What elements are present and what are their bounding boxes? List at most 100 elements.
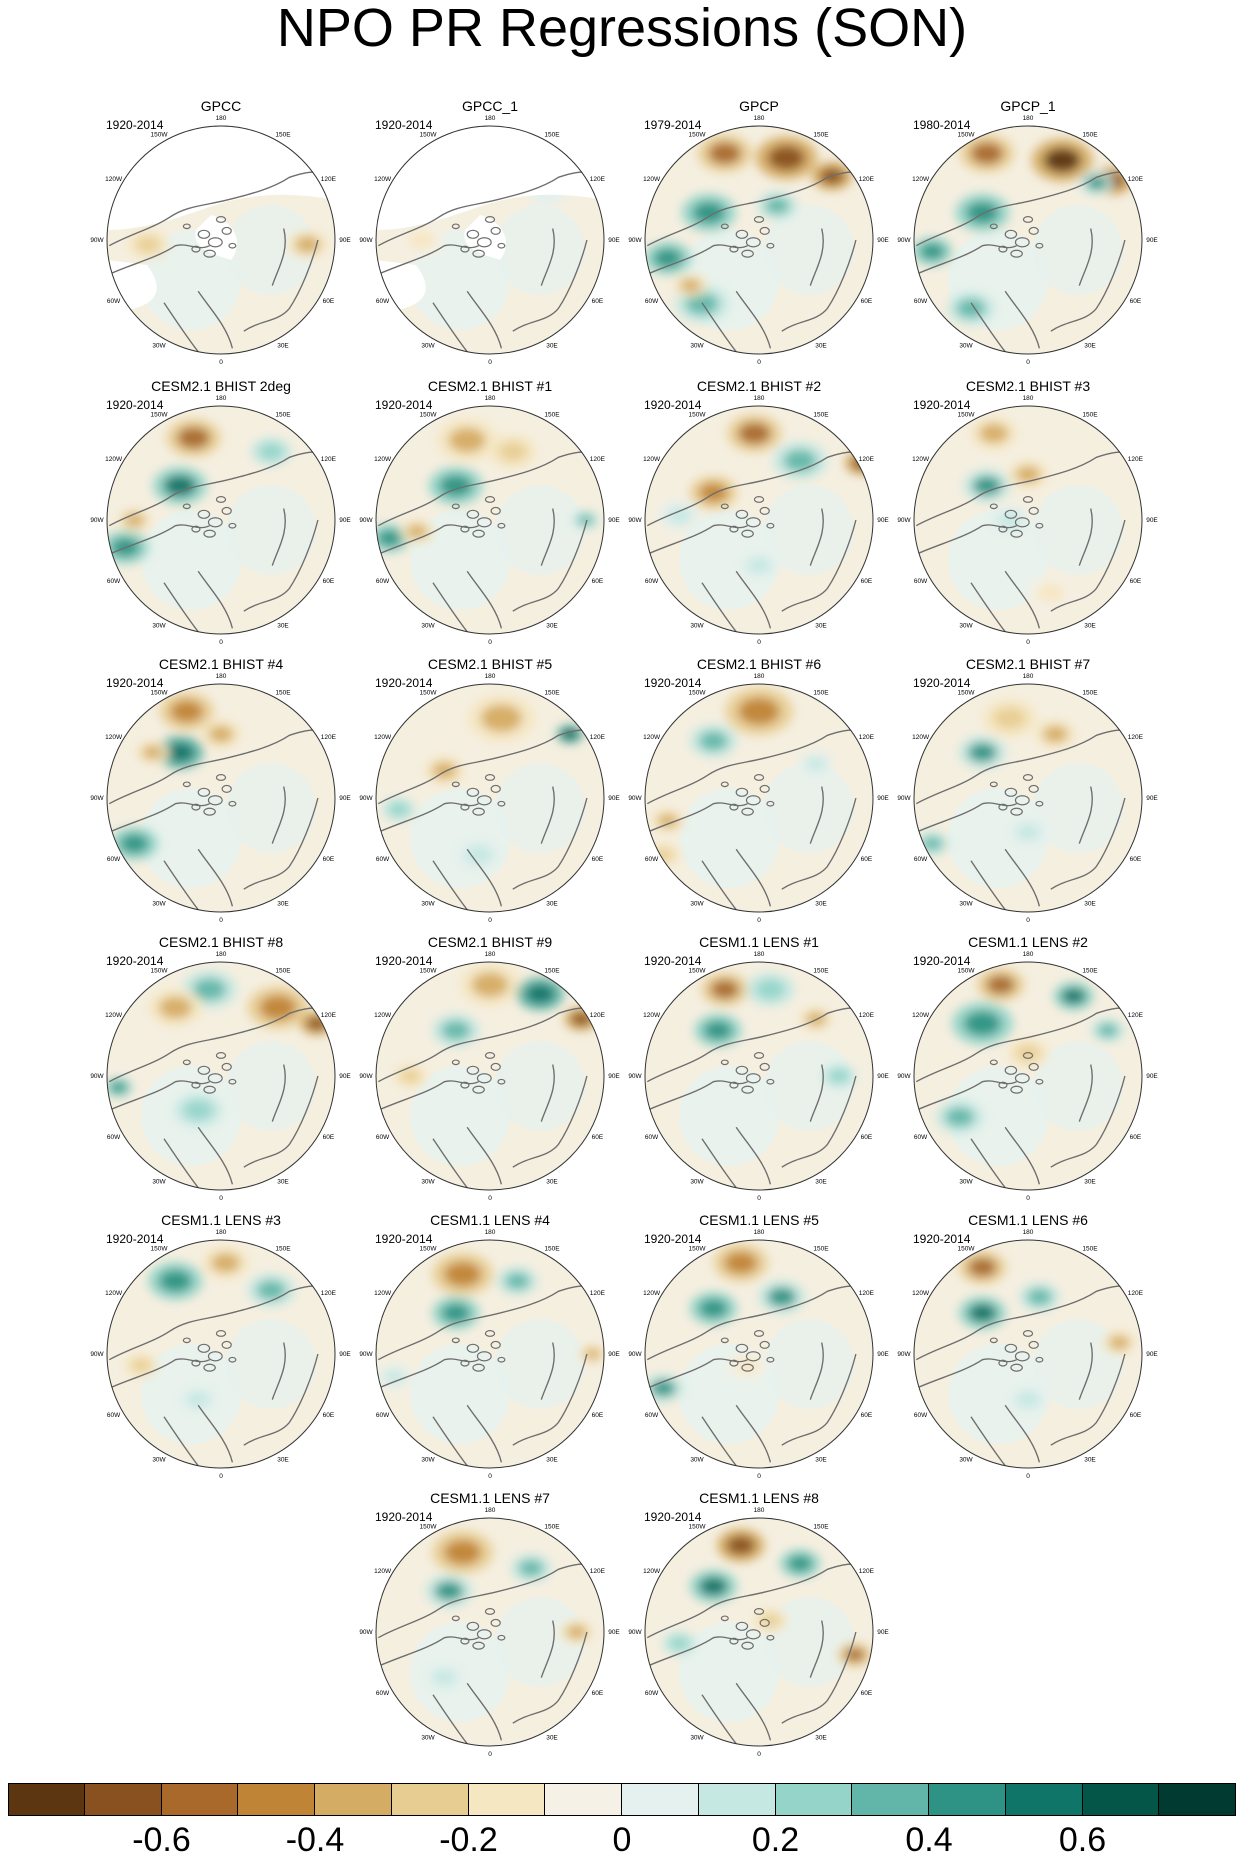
lon-label: 0 <box>219 1473 223 1480</box>
lon-label: 30W <box>152 623 166 630</box>
arctic-island <box>197 1065 211 1075</box>
lon-label: 30W <box>152 901 166 908</box>
coastline <box>781 1353 857 1446</box>
panel-period: 1920-2014 <box>106 398 164 412</box>
colorbar-bin <box>84 1783 162 1816</box>
arctic-island <box>998 245 1008 253</box>
anomaly-core <box>193 978 227 1001</box>
anomaly-core <box>444 1539 482 1565</box>
lon-label: 150E <box>1082 689 1098 696</box>
polar-map: 180 150E 120E 90E 60E 30E 0 30W 60W 90W 120W 150W <box>897 951 1158 1202</box>
arctic-island <box>221 1340 232 1349</box>
coastline <box>466 1404 503 1463</box>
arctic-island <box>745 237 761 248</box>
arctic-island <box>191 1081 201 1089</box>
map-panel: GPCP_1 1980-2014 180 150E 120E 90E 60E 30E 0 30W 6… <box>893 98 1163 376</box>
lon-label: 150E <box>813 967 829 974</box>
polar-map: 180 150E 120E 90E 60E 30E 0 30W 60W 90W 120W 150W <box>628 951 889 1202</box>
coastline <box>1078 1064 1093 1122</box>
lon-label: 150W <box>689 1523 707 1530</box>
lon-label: 150W <box>958 689 976 696</box>
coastline <box>540 786 555 844</box>
coastline <box>701 302 737 353</box>
arctic-island <box>741 529 754 538</box>
arctic-island <box>753 496 765 503</box>
panel-title: CESM1.1 LENS #6 <box>968 1212 1088 1228</box>
lon-label: 0 <box>219 917 223 924</box>
colorbar-bin <box>8 1783 85 1816</box>
colorbar-tick-label: -0.2 <box>439 1821 498 1859</box>
anomaly-core <box>158 1270 192 1292</box>
arctic-island <box>228 1078 237 1085</box>
lon-label: 30E <box>277 343 289 350</box>
coastline <box>108 729 330 805</box>
arctic-island <box>753 1330 765 1337</box>
lon-label: 180 <box>485 115 496 122</box>
panel-title: CESM1.1 LENS #5 <box>699 1212 819 1228</box>
arctic-island <box>466 509 480 519</box>
lon-label: 30E <box>546 1735 558 1742</box>
panel-title: CESM2.1 BHIST #5 <box>427 656 553 672</box>
arctic-island <box>472 1641 485 1650</box>
arctic-island <box>460 1359 470 1367</box>
lon-label: 90E <box>339 237 351 244</box>
anomaly-core <box>653 248 683 268</box>
arctic-island <box>466 229 480 239</box>
anomaly-core <box>480 704 522 732</box>
lon-label: 0 <box>488 1473 492 1480</box>
map-boundary <box>644 405 874 635</box>
polar-map: 180 150E 120E 90E 60E 30E 0 30W 60W 90W 120W 150W <box>628 115 889 366</box>
polar-map: 180 150E 120E 90E 60E 30E 0 30W 60W 90W 120W 150W <box>628 1507 889 1758</box>
arctic-island <box>1035 242 1044 249</box>
polar-map: 180 150E 120E 90E 60E 30E 0 30W 60W 90W 120W 150W <box>359 1507 620 1758</box>
arctic-island <box>745 517 761 528</box>
polar-map: 180 150E 120E 90E 60E 30E 0 30W 60W 90W 120W 150W <box>90 951 351 1202</box>
lon-label: 120W <box>643 1290 661 1297</box>
arctic-island <box>197 787 211 797</box>
coastline <box>646 171 868 247</box>
lon-label: 60W <box>914 578 928 585</box>
map-panel: CESM2.1 BHIST #7 1920-2014 180 150E 120E 90E 6… <box>893 656 1163 934</box>
coastline <box>243 1075 319 1168</box>
lon-label: 60W <box>107 578 121 585</box>
arctic-island <box>735 509 749 519</box>
arctic-island <box>741 1363 754 1372</box>
map-panel: CESM1.1 LENS #1 1920-2014 180 150E 120E 90E 60… <box>624 934 894 1212</box>
lon-label: 180 <box>1023 673 1034 680</box>
anomaly-core <box>208 725 234 743</box>
map-boundary <box>913 1239 1143 1469</box>
panel-period: 1920-2014 <box>375 676 433 690</box>
anomaly-core <box>566 1625 587 1639</box>
anomaly-core <box>968 742 997 762</box>
anomaly-core <box>726 1535 756 1555</box>
anomaly-core <box>158 996 192 1019</box>
map-panel: GPCC_1 1920-2014 180 150E 120E 90E 60E 30E 0 30W 6… <box>355 98 625 376</box>
lon-label: 90W <box>90 517 104 524</box>
coastline <box>646 1285 868 1361</box>
map-panel: CESM2.1 BHIST #8 1920-2014 180 150E 120E 90E 6… <box>86 934 356 1212</box>
lon-label: 150E <box>813 1523 829 1530</box>
panel-title: GPCC <box>200 98 242 114</box>
coastline <box>377 729 599 805</box>
coastline <box>432 302 468 353</box>
lon-label: 120E <box>321 734 337 741</box>
lon-label: 150W <box>958 1245 976 1252</box>
lon-label: 120E <box>859 1012 875 1019</box>
coastline <box>466 848 503 907</box>
coastline <box>970 582 1006 633</box>
colorbar-tick-label: 0.2 <box>751 1821 800 1859</box>
missing-data-area <box>376 260 426 310</box>
coastline <box>781 1075 857 1168</box>
lon-label: 30W <box>959 1179 973 1186</box>
colorbar-bin <box>161 1783 239 1816</box>
arctic-island <box>998 803 1008 811</box>
coastline <box>809 508 824 566</box>
coastline <box>915 171 1137 247</box>
coastline <box>1078 508 1093 566</box>
lon-label: 60W <box>645 1412 659 1419</box>
lon-label: 30W <box>421 1735 435 1742</box>
lon-label: 30E <box>1084 623 1096 630</box>
lon-label: 120W <box>912 1290 930 1297</box>
coastline <box>466 1682 503 1741</box>
arctic-island <box>1022 496 1034 503</box>
